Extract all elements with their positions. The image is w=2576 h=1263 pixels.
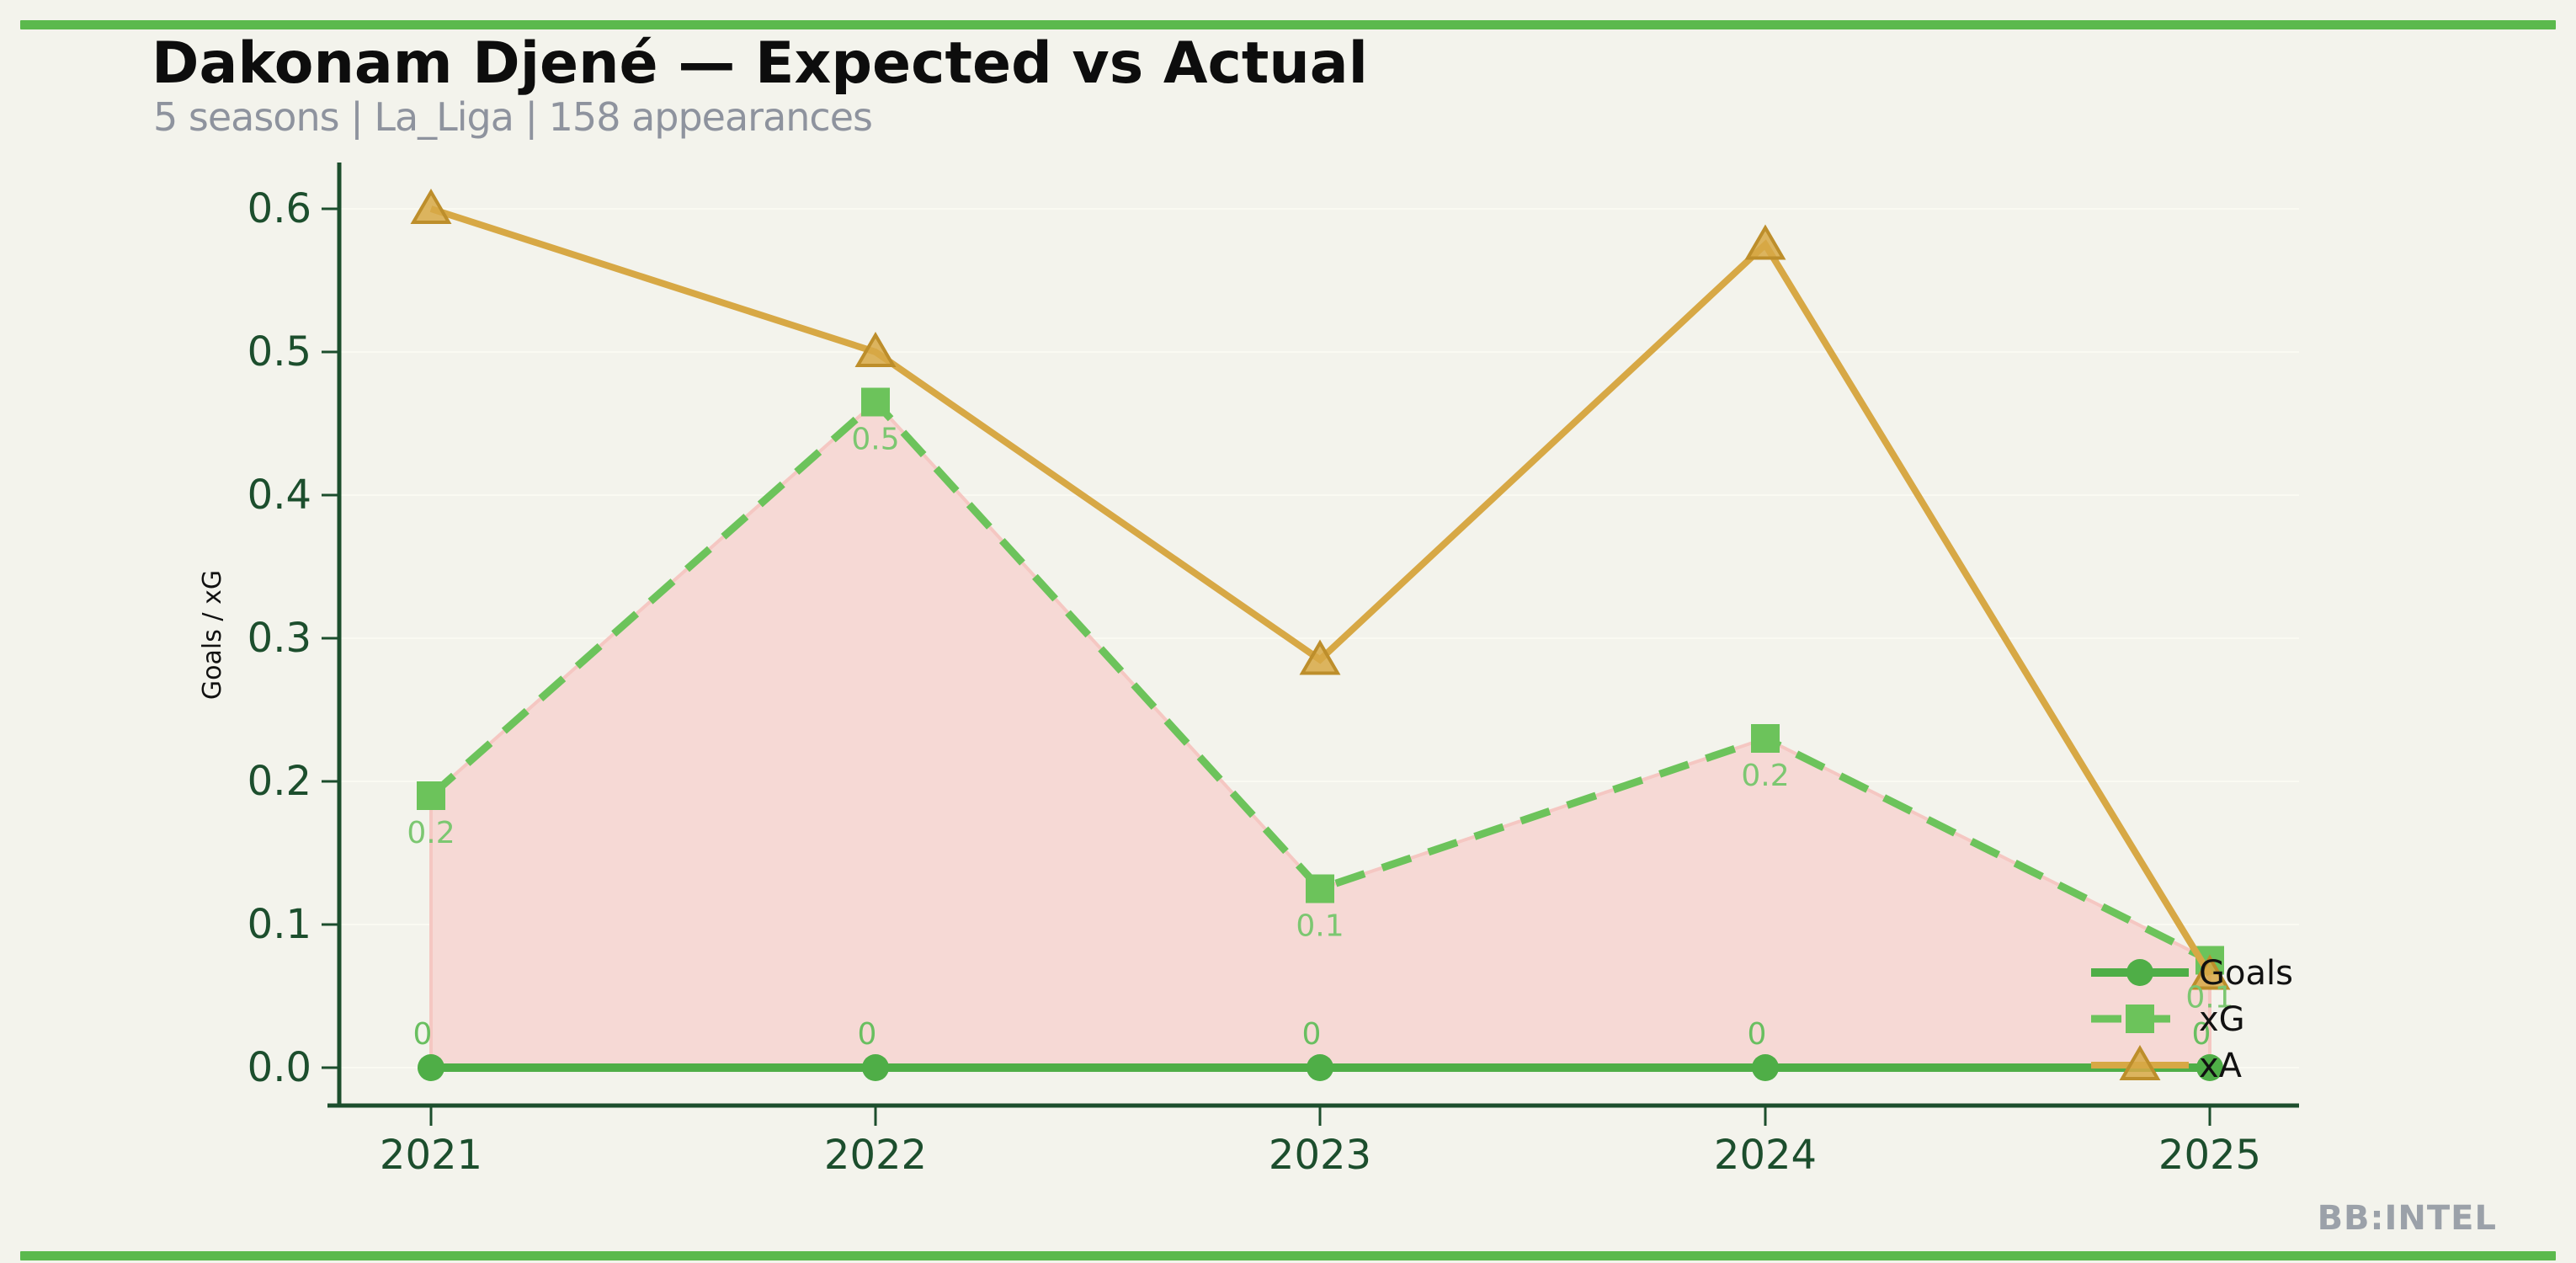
y-tick-label: 0.2 bbox=[247, 758, 311, 805]
goals-value-label: 0 bbox=[413, 1017, 433, 1052]
xg-value-label: 0.2 bbox=[407, 816, 455, 850]
top-accent-bar bbox=[20, 20, 2556, 29]
xg-marker bbox=[1751, 724, 1780, 753]
xa-marker bbox=[410, 189, 452, 224]
goals-marker bbox=[2196, 1054, 2223, 1081]
y-tick-label: 0.6 bbox=[247, 185, 311, 232]
y-tick-label: 0.0 bbox=[247, 1044, 311, 1091]
goals-marker bbox=[862, 1054, 889, 1081]
xg-value-label: 0.1 bbox=[1296, 909, 1344, 944]
xg-value-label: 0.5 bbox=[851, 423, 899, 457]
x-tick-label: 2022 bbox=[824, 1132, 927, 1179]
y-tick-label: 0.5 bbox=[247, 328, 311, 376]
legend-xg-marker bbox=[2126, 1005, 2154, 1033]
xg-goals-fill-area bbox=[429, 399, 2211, 1069]
xg-value-label: 0.1 bbox=[2185, 981, 2233, 1015]
xa-marker bbox=[2189, 954, 2231, 990]
x-tick-label: 2021 bbox=[380, 1132, 482, 1179]
y-tick-label: 0.3 bbox=[247, 615, 311, 662]
legend-goals-label: Goals bbox=[2199, 954, 2293, 993]
chart-subtitle: 5 seasons | La_Liga | 158 appearances bbox=[153, 94, 873, 140]
legend-goals-marker bbox=[2126, 959, 2153, 986]
y-tick-label: 0.4 bbox=[247, 472, 311, 519]
xg-line bbox=[428, 397, 2212, 964]
xa-marker bbox=[1744, 224, 1786, 260]
legend-xg-label: xG bbox=[2199, 1000, 2245, 1039]
xg-marker bbox=[861, 387, 890, 417]
xg-marker bbox=[1306, 874, 1334, 903]
x-tick-label: 2023 bbox=[1269, 1132, 1371, 1179]
xa-marker bbox=[1299, 639, 1341, 675]
goals-marker bbox=[418, 1054, 444, 1081]
goals-value-label: 0 bbox=[2192, 1017, 2211, 1052]
xg-value-label: 0.2 bbox=[1741, 759, 1789, 793]
bottom-accent-bar bbox=[20, 1251, 2556, 1260]
x-tick-label: 2024 bbox=[1714, 1132, 1817, 1179]
goals-marker bbox=[1752, 1054, 1779, 1081]
x-tick-label: 2025 bbox=[2158, 1132, 2261, 1179]
legend-xa-label: xA bbox=[2199, 1047, 2243, 1085]
goals-value-label: 0 bbox=[1302, 1017, 1322, 1052]
goals-value-label: 0 bbox=[1748, 1017, 1767, 1052]
xa-marker bbox=[854, 332, 897, 367]
chart-title: Dakonam Djené — Expected vs Actual bbox=[152, 30, 1368, 97]
goals-value-label: 0 bbox=[858, 1017, 877, 1052]
legend-xa-marker bbox=[2119, 1045, 2161, 1080]
y-axis-title: Goals / xG bbox=[198, 570, 227, 700]
y-tick-label: 0.1 bbox=[247, 901, 311, 948]
watermark: BB:INTEL bbox=[2317, 1199, 2497, 1238]
goals-marker bbox=[1307, 1054, 1333, 1081]
xg-marker bbox=[417, 781, 445, 810]
